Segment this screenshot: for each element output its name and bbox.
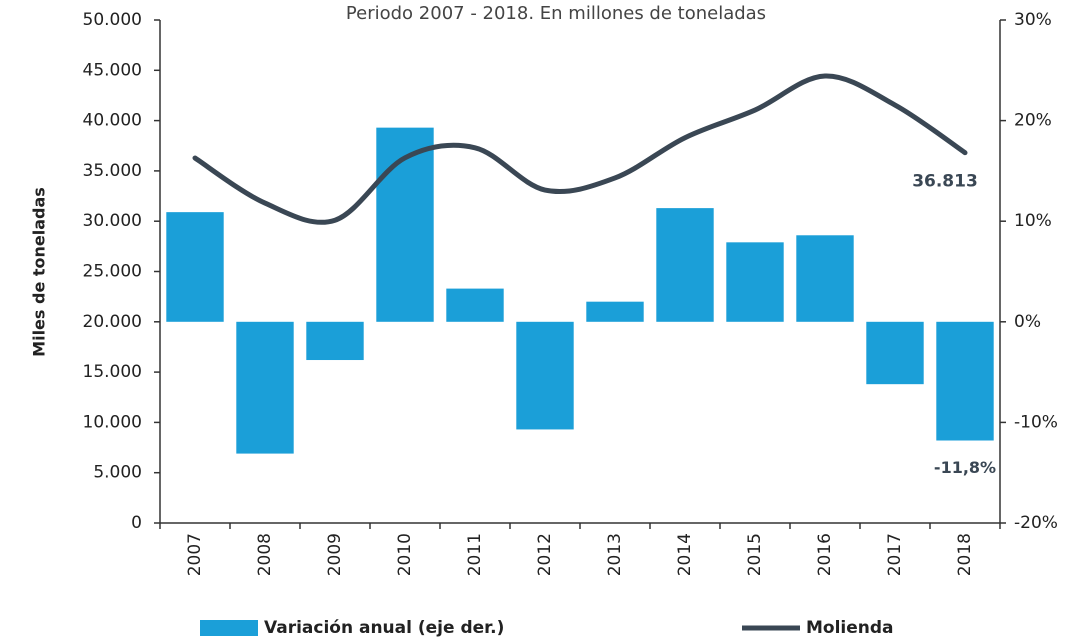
x-tick-label: 2009	[325, 533, 345, 576]
data-label: 36.813	[912, 172, 978, 192]
x-tick-label: 2015	[745, 533, 765, 576]
bar	[166, 212, 224, 322]
bar	[446, 288, 504, 322]
legend-swatch	[200, 620, 258, 636]
x-tick-label: 2018	[955, 533, 975, 576]
bar	[306, 321, 364, 361]
x-tick-label: 2011	[465, 533, 485, 576]
legend-label: Molienda	[806, 618, 894, 637]
y-tick-label: 35.000	[83, 161, 142, 181]
y-axis-title: Miles de toneladas	[30, 187, 49, 357]
x-tick-label: 2013	[605, 533, 625, 576]
bar	[796, 235, 854, 322]
x-tick-label: 2010	[395, 533, 415, 576]
y-tick-label: 30.000	[83, 211, 142, 231]
x-tick-label: 2007	[185, 533, 205, 576]
y2-tick-label: 10%	[1014, 211, 1052, 231]
x-tick-label: 2012	[535, 533, 555, 576]
y2-tick-label: 0%	[1014, 312, 1041, 332]
x-tick-label: 2016	[815, 533, 835, 576]
data-label: -11,8%	[934, 458, 996, 477]
legend-label: Variación anual (eje der.)	[264, 618, 504, 637]
x-tick-label: 2017	[885, 533, 905, 576]
y-tick-label: 0	[131, 513, 142, 533]
y2-tick-label: -10%	[1014, 412, 1058, 432]
line	[192, 73, 968, 225]
bar	[656, 208, 714, 322]
subtitle: Periodo 2007 - 2018. En millones de tone…	[346, 3, 766, 24]
y2-tick-label: 30%	[1014, 10, 1052, 30]
y-tick-label: 50.000	[83, 10, 142, 30]
y-tick-label: 45.000	[83, 60, 142, 80]
y-tick-label: 10.000	[83, 412, 142, 432]
y-tick-label: 25.000	[83, 262, 142, 282]
bar	[236, 321, 294, 454]
bar	[866, 321, 924, 385]
bar	[936, 321, 994, 441]
y2-tick-label: -20%	[1014, 513, 1058, 533]
y-tick-label: 40.000	[83, 111, 142, 131]
y2-tick-label: 20%	[1014, 111, 1052, 131]
bar	[726, 242, 784, 322]
y-tick-label: 15.000	[83, 362, 142, 382]
x-tick-label: 2014	[675, 533, 695, 576]
bar	[516, 321, 574, 430]
y-tick-label: 5.000	[93, 463, 142, 483]
y-tick-label: 20.000	[83, 312, 142, 332]
bar	[586, 301, 644, 322]
x-tick-label: 2008	[255, 533, 275, 576]
